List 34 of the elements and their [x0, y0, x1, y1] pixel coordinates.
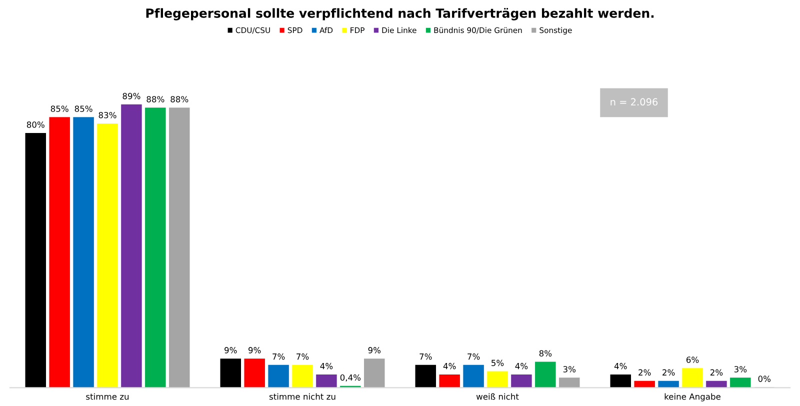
data-label: 9%	[248, 347, 261, 354]
data-label: 83%	[98, 112, 116, 118]
data-label: 3%	[734, 366, 747, 372]
chart-title: Pflegepersonal sollte verpflichtend nach Tarifverträgen bezahlt werden.	[146, 8, 654, 20]
x-tick-label: stimme nicht zu	[269, 393, 336, 400]
data-label: 85%	[74, 106, 92, 112]
data-label: 3%	[563, 366, 576, 372]
data-label: 6%	[686, 356, 699, 363]
data-label: 2%	[662, 369, 675, 376]
data-label: 89%	[122, 92, 140, 100]
x-tick-label: weiß nicht	[476, 393, 519, 400]
data-label: 0,4%	[340, 374, 361, 382]
data-label: 9%	[368, 347, 381, 354]
data-label: 8%	[539, 350, 552, 357]
data-label: 4%	[443, 362, 456, 370]
data-label: 2%	[638, 369, 651, 376]
data-label: 5%	[492, 360, 504, 366]
data-label: 9%	[224, 347, 237, 354]
data-label: 88%	[146, 96, 164, 102]
x-tick-label: stimme zu	[86, 393, 129, 400]
data-label: 7%	[272, 353, 285, 360]
data-label: 4%	[614, 362, 627, 370]
data-label: 7%	[468, 353, 480, 360]
data-label: 7%	[420, 353, 432, 360]
data-label: 88%	[170, 96, 188, 102]
data-label: 0%	[758, 376, 771, 382]
data-label: 85%	[50, 106, 68, 112]
data-label: 2%	[710, 369, 723, 376]
data-label: 7%	[296, 353, 309, 360]
x-tick-label: keine Angabe	[664, 393, 720, 402]
data-label: 4%	[320, 362, 333, 370]
annotation: n = 2.096	[610, 98, 658, 106]
data-label: 4%	[515, 362, 528, 370]
data-label: 80%	[26, 121, 44, 128]
